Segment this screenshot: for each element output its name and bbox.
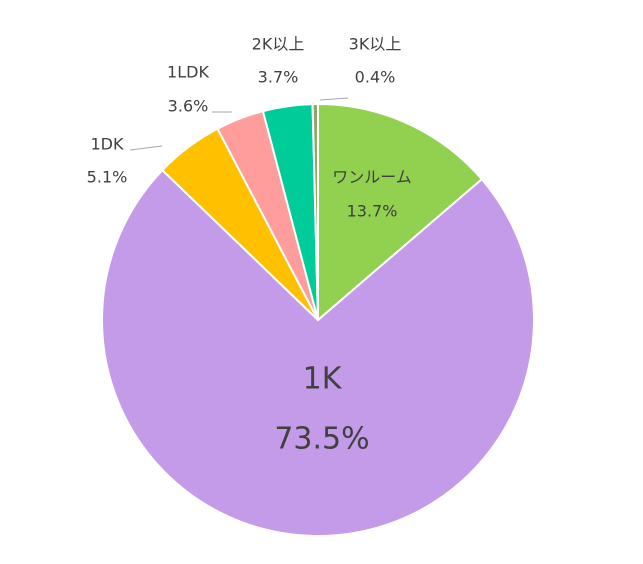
category-label: 1LDK — [167, 63, 209, 82]
value-label: 73.5% — [274, 422, 369, 457]
value-label: 5.1% — [87, 168, 128, 187]
leader-line — [129, 145, 163, 151]
category-label: 3K以上 — [349, 35, 402, 54]
pie-slice — [317, 102, 484, 323]
category-label: ワンルーム — [332, 168, 412, 187]
value-label: 13.7% — [347, 202, 398, 221]
leader-line — [319, 97, 349, 101]
value-label: 3.7% — [258, 68, 299, 87]
value-label: 3.6% — [168, 97, 209, 116]
category-label: 1K — [303, 362, 343, 397]
pie-slice — [311, 102, 319, 321]
category-label: 1DK — [91, 135, 125, 154]
pie-slice — [101, 168, 535, 537]
category-label: 2K以上 — [252, 35, 305, 54]
value-label: 0.4% — [355, 68, 396, 87]
